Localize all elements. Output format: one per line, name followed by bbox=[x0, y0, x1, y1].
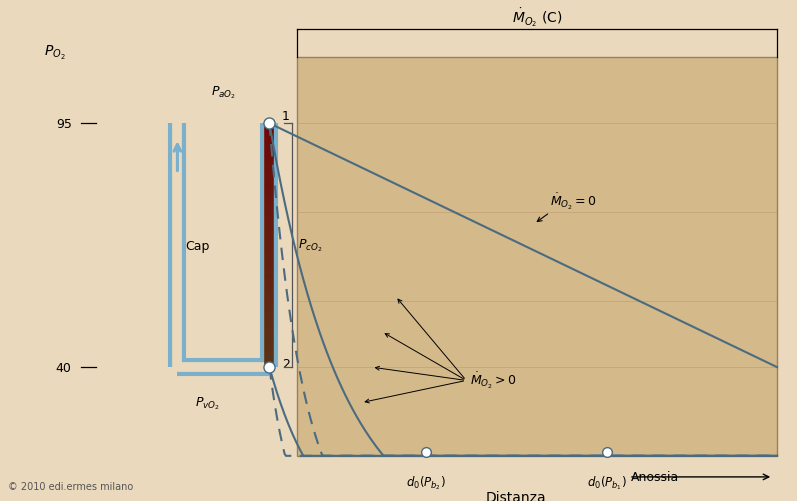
Text: $\dot{M}_{O_2} > 0$: $\dot{M}_{O_2} > 0$ bbox=[470, 371, 517, 391]
Text: Cap: Cap bbox=[186, 239, 210, 252]
Text: Anossia: Anossia bbox=[630, 470, 679, 483]
Text: Distanza: Distanza bbox=[486, 490, 547, 501]
Text: $\dot{M}_{O_2} = 0$: $\dot{M}_{O_2} = 0$ bbox=[550, 192, 597, 212]
Text: 40: 40 bbox=[56, 361, 72, 374]
Bar bbox=[96, 58, 296, 456]
Text: $P_{vO_2}$: $P_{vO_2}$ bbox=[195, 394, 220, 411]
Text: $d_0(P_{b_2})$: $d_0(P_{b_2})$ bbox=[406, 473, 446, 491]
Text: 2: 2 bbox=[282, 357, 290, 370]
Text: © 2010 edi.ermes milano: © 2010 edi.ermes milano bbox=[8, 481, 133, 491]
Text: $d_0(P_{b_1})$: $d_0(P_{b_1})$ bbox=[587, 473, 626, 491]
Text: $P_{aO_2}$: $P_{aO_2}$ bbox=[211, 85, 236, 101]
Text: $P_{O_2}$: $P_{O_2}$ bbox=[44, 44, 65, 62]
Bar bbox=[296, 58, 777, 456]
Text: $P_{cO_2}$: $P_{cO_2}$ bbox=[298, 237, 323, 254]
Bar bbox=[296, 58, 777, 456]
Text: $\dot{M}_{O_2}$ (C): $\dot{M}_{O_2}$ (C) bbox=[512, 6, 562, 29]
Text: 95: 95 bbox=[56, 118, 72, 130]
Text: 1: 1 bbox=[282, 110, 290, 123]
